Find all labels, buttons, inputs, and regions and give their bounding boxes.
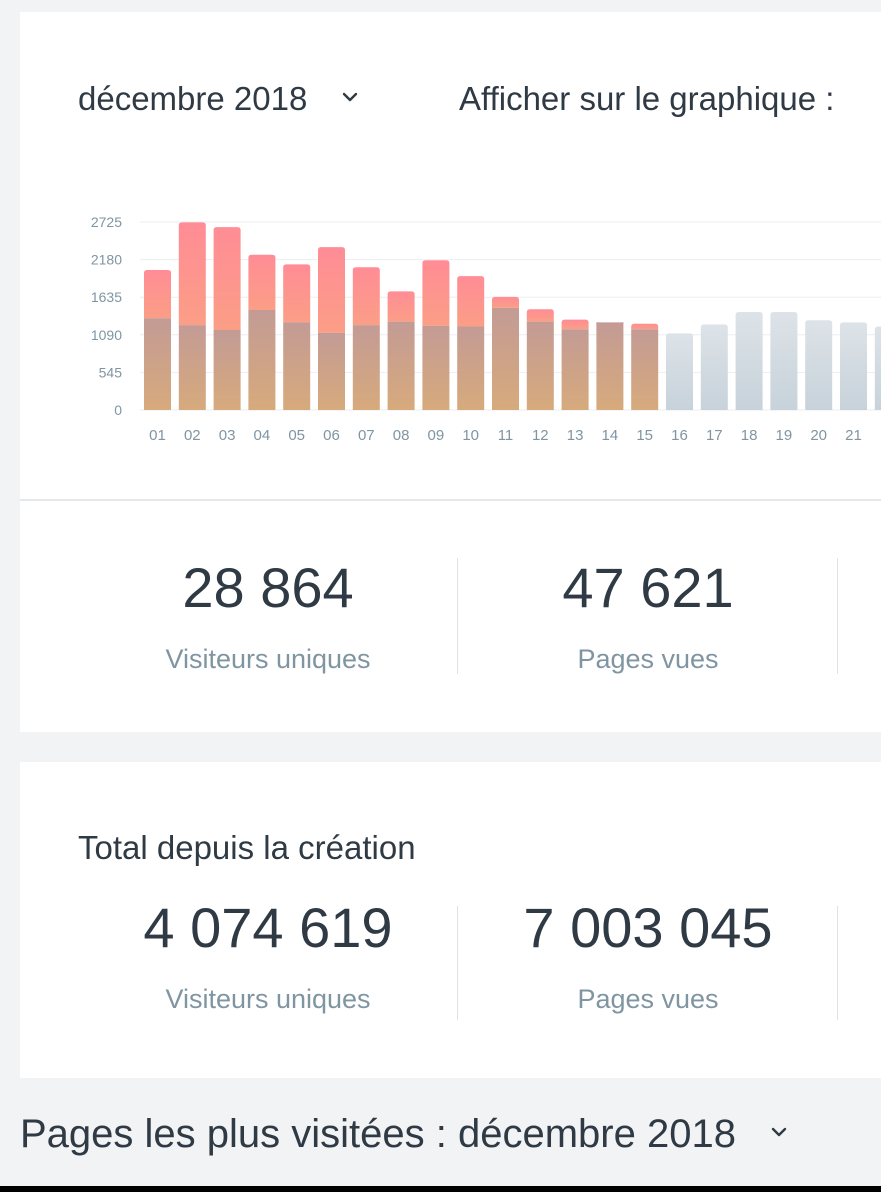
chart-bar-page-views	[387, 291, 415, 322]
chart-x-tick-label: 19	[776, 427, 793, 444]
chart-x-tick-label: 21	[845, 427, 862, 444]
chart-bar-future	[700, 324, 728, 410]
chart-x-tick-label: 17	[706, 427, 723, 444]
stat-separator	[457, 906, 458, 1020]
chart-bar-page-views	[318, 247, 345, 333]
chart-bar-visitors	[457, 326, 485, 410]
chart-x-tick-label: 13	[567, 427, 584, 444]
daily-visits-chart: 2725 2180 1635 1090 545 0 01 02 03 04 05 06 07 08 09 10…	[91, 214, 881, 444]
chart-x-tick-label: 12	[532, 427, 549, 444]
total-visitors-value: 4 074 619	[143, 896, 393, 959]
most-visited-pages-title: Pages les plus visitées : décembre 2018	[20, 1112, 736, 1156]
chart-y-tick-label: 545	[99, 364, 123, 380]
chart-bar-page-views	[561, 319, 589, 330]
chart-x-tick-label: 14	[602, 427, 619, 444]
chart-x-tick-label: 02	[184, 427, 201, 444]
page-views-label: Pages vues	[577, 644, 719, 674]
chevron-down-icon	[768, 1125, 790, 1144]
stat-page-views: 47 621 Pages vues	[458, 560, 838, 675]
chart-y-tick-label: 2180	[91, 252, 122, 268]
total-card: Total depuis la création 4 074 619 Visit…	[20, 762, 881, 1078]
chart-bar-visitors	[596, 322, 624, 410]
chart-x-tick-label: 18	[741, 427, 758, 444]
divider	[20, 499, 881, 501]
chart-bar-visitors	[213, 329, 241, 410]
chart-x-tick-label: 11	[498, 427, 514, 444]
chart-x-tick-label: 15	[636, 427, 653, 444]
chart-bar-visitors	[178, 325, 206, 410]
chart-bar-future	[666, 333, 693, 410]
chart-bar-visitors	[561, 329, 589, 410]
chart-x-tick-label: 03	[219, 427, 236, 444]
unique-visitors-label: Visiteurs uniques	[165, 644, 371, 674]
stat-total-page-views: 7 003 045 Pages vues	[458, 900, 838, 1015]
chart-x-tick-label: 08	[393, 427, 410, 444]
chart-bar-page-views	[248, 254, 276, 310]
chart-bar-future	[874, 326, 881, 410]
chart-x-tick-label: 09	[428, 427, 445, 444]
chart-bar-page-views	[352, 267, 380, 326]
stat-total-visitors: 4 074 619 Visiteurs uniques	[78, 900, 458, 1015]
chart-y-tick-label: 1635	[91, 289, 122, 305]
stat-unique-visitors: 28 864 Visiteurs uniques	[78, 560, 458, 675]
chart-bar-page-views	[283, 264, 311, 323]
chart-x-tick-label: 06	[323, 427, 340, 444]
chart-x-tick-label: 20	[810, 427, 827, 444]
chart-bar-page-views	[631, 323, 659, 330]
stat-separator	[457, 558, 458, 674]
chart-bar-future	[770, 312, 798, 410]
chart-x-tick-label: 10	[462, 427, 479, 444]
chart-x-tick-label: 05	[288, 427, 305, 444]
chart-bar-visitors	[283, 322, 311, 410]
chart-display-label: Afficher sur le graphique :	[459, 80, 835, 117]
page-views-value: 47 621	[562, 556, 734, 619]
chart-bar-future	[805, 320, 833, 410]
chart-bar-visitors	[492, 307, 519, 410]
total-visitors-label: Visiteurs uniques	[165, 984, 371, 1014]
chart-bar-page-views	[492, 296, 519, 308]
chart-y-tick-label: 0	[114, 402, 122, 418]
chart-bar-future	[735, 312, 763, 410]
total-title: Total depuis la création	[78, 829, 416, 866]
chart-bar-visitors	[144, 318, 171, 410]
month-selector[interactable]: décembre 2018	[78, 80, 361, 118]
stat-separator	[837, 906, 838, 1020]
stat-separator	[837, 558, 838, 674]
chart-bar-page-views	[526, 309, 554, 322]
chart-bar-visitors	[526, 321, 554, 410]
chart-bar-page-views	[178, 222, 206, 326]
chart-bar-page-views	[144, 269, 171, 319]
chart-bar-visitors	[318, 332, 345, 410]
chart-bar-visitors	[422, 325, 450, 410]
unique-visitors-value: 28 864	[182, 556, 354, 619]
chart-x-tick-label: 04	[254, 427, 271, 444]
chart-x-tick-label: 16	[671, 427, 688, 444]
total-page-views-label: Pages vues	[577, 984, 719, 1014]
chart-bar-page-views	[457, 276, 485, 327]
chart-bar-visitors	[631, 329, 659, 410]
chart-bar-page-views	[213, 227, 241, 330]
chart-y-tick-label: 2725	[91, 214, 122, 230]
chevron-down-icon	[339, 90, 361, 109]
chart-bar-page-views	[422, 260, 450, 326]
total-page-views-value: 7 003 045	[523, 896, 773, 959]
chart-bar-visitors	[387, 321, 415, 410]
chart-x-tick-label: 07	[358, 427, 375, 444]
most-visited-pages-selector[interactable]: Pages les plus visitées : décembre 2018	[20, 1112, 790, 1157]
chart-bar-visitors	[352, 325, 380, 410]
chart-y-tick-label: 1090	[91, 327, 122, 343]
stats-card: décembre 2018 Afficher sur le graphique …	[20, 12, 881, 732]
screen-bottom-edge	[0, 1186, 881, 1192]
chart-x-tick-label: 01	[149, 427, 166, 444]
chart-bar-future	[840, 322, 867, 410]
month-selector-label: décembre 2018	[78, 80, 308, 117]
chart-bar-visitors	[248, 309, 276, 410]
